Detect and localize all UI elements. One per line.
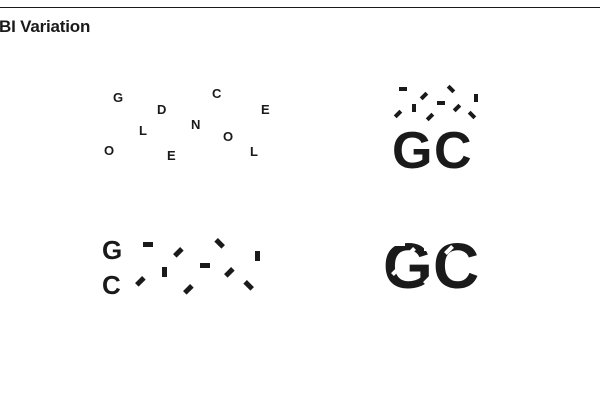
dash <box>183 284 194 295</box>
letter-e: E <box>261 102 270 117</box>
letter-l: L <box>139 123 147 138</box>
gc-wordmark-letter: C <box>433 230 478 302</box>
letter-d: D <box>157 102 166 117</box>
dash <box>214 238 225 249</box>
variation-gc-under-dashes: G C <box>390 80 500 180</box>
cutout-dash <box>461 264 471 268</box>
dash <box>419 91 429 101</box>
dash <box>200 263 210 268</box>
letter-l: L <box>250 144 258 159</box>
variation-gc-dash-cutout: G C <box>383 228 498 302</box>
letter-o: O <box>223 129 233 144</box>
variation-scattered-letters: G D C E L N O O E L <box>95 80 285 170</box>
letter-g: G <box>113 90 123 105</box>
cutout-dash <box>391 266 401 276</box>
dash <box>224 267 235 278</box>
letter-e: E <box>167 148 176 163</box>
letter-g: G <box>102 235 122 265</box>
dash <box>243 280 254 291</box>
section-title: BI Variation <box>0 17 91 36</box>
dash <box>467 110 477 120</box>
top-rule <box>0 7 600 8</box>
gc-under-dashes-graphic: G C <box>392 84 478 180</box>
dash <box>173 247 184 258</box>
cutout-dash <box>444 245 454 255</box>
letter-c: C <box>102 270 121 300</box>
dash <box>162 267 167 277</box>
dash <box>393 109 403 119</box>
dash <box>452 103 462 113</box>
gc-wordmark-letter: C <box>434 122 471 180</box>
letter-o: O <box>104 143 114 158</box>
dash <box>446 84 456 94</box>
letter-n: N <box>191 117 200 132</box>
scattered-letters-graphic: G D C E L N O O E L <box>104 86 270 163</box>
gc-wordmark-letter: G <box>392 122 430 180</box>
dash <box>425 112 435 122</box>
dash <box>399 87 407 91</box>
cutout-dash <box>424 241 428 251</box>
gc-wordmark-letter: G <box>383 230 429 302</box>
dash <box>143 242 153 247</box>
cutout-dash <box>481 271 491 281</box>
letter-c: C <box>212 86 222 101</box>
gc-dash-cutout-graphic: G C <box>383 230 491 302</box>
dash <box>437 101 445 105</box>
cutout-dash <box>477 256 481 266</box>
stacked-gc-dashes-graphic: G C <box>102 235 260 300</box>
cutout-dash <box>395 242 405 246</box>
variation-stacked-gc-dashes: G C <box>100 232 270 302</box>
dash <box>474 94 478 102</box>
cutout-dash <box>469 240 479 250</box>
dash <box>135 276 146 287</box>
dash <box>255 251 260 261</box>
cutout-dash <box>406 247 416 257</box>
cutout-dash <box>423 275 433 285</box>
dash <box>412 104 416 112</box>
